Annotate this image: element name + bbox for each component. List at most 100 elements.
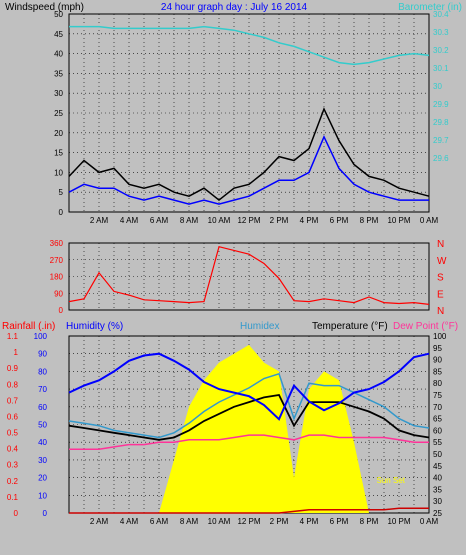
wind-panel-x-tick-label: 4 PM [300, 216, 319, 225]
temp-panel-x-tick-label: 4 AM [120, 517, 139, 526]
rainfall-tick-label: 0.7 [7, 396, 19, 405]
rainfall-tick-label: 1 [14, 348, 19, 357]
temp-panel-x-tick-label: 10 AM [208, 517, 231, 526]
humidity-tick-label: 90 [38, 350, 47, 359]
barometer-tick-label: 29.8 [433, 118, 449, 127]
direction-compass-label: N [437, 239, 444, 250]
windspeed-tick-label: 0 [59, 208, 64, 217]
barometer-tick-label: 29.9 [433, 100, 449, 109]
wind-panel-x-tick-label: 10 PM [387, 216, 410, 225]
temperature-tick-label: 40 [433, 474, 442, 483]
windspeed-axis-title: Windspeed (mph) [5, 2, 84, 13]
wind-panel-x-tick-label: 10 AM [208, 216, 231, 225]
wind-panel-x-tick-label: 6 AM [150, 216, 169, 225]
temperature-tick-label: 70 [433, 403, 442, 412]
direction-tick-label: 270 [50, 256, 64, 265]
dewpoint-axis-title: Dew Point (°F) [393, 321, 458, 332]
rainfall-tick-label: 1.1 [7, 332, 19, 341]
wind-panel-x-tick-label: 0 AM [420, 216, 439, 225]
temp-panel-x-tick-label: 2 AM [90, 517, 109, 526]
wind-panel-x-tick-label: 12 PM [237, 216, 260, 225]
rainfall-tick-label: 0.6 [7, 412, 19, 421]
direction-tick-label: 90 [54, 289, 63, 298]
windspeed-tick-label: 20 [54, 129, 63, 138]
humidity-tick-label: 50 [38, 421, 47, 430]
humidity-tick-label: 0 [43, 509, 48, 518]
direction-tick-label: 0 [59, 306, 64, 315]
temperature-tick-label: 25 [433, 509, 442, 518]
temp-panel-x-tick-label: 8 PM [360, 517, 379, 526]
temp-panel-x-tick-label: 12 PM [237, 517, 260, 526]
chart-title: 24 hour graph day : July 16 2014 [161, 2, 308, 13]
barometer-tick-label: 30.3 [433, 28, 449, 37]
wind-direction-line [68, 245, 430, 305]
temperature-axis-title: Temperature (°F) [312, 321, 388, 332]
temp-panel-x-tick-label: 0 AM [420, 517, 439, 526]
wind-panel-x-tick-label: 6 PM [330, 216, 349, 225]
humidity-tick-label: 10 [38, 491, 47, 500]
temp-panel-x-tick-label: 2 PM [270, 517, 289, 526]
windspeed-tick-label: 50 [54, 10, 63, 19]
humidity-line [68, 352, 430, 421]
rainfall-tick-label: 0 [14, 509, 19, 518]
windspeed-tick-label: 15 [54, 149, 63, 158]
rainfall-axis-title: Rainfall (.in) [2, 321, 55, 332]
humidity-tick-label: 70 [38, 385, 47, 394]
temperature-tick-label: 95 [433, 344, 442, 353]
temp-panel-x-tick-label: 8 AM [180, 517, 199, 526]
direction-tick-label: 180 [50, 273, 64, 282]
direction-tick-label: 360 [50, 239, 64, 248]
barometer-axis-title: Barometer (in) [398, 2, 462, 13]
temperature-tick-label: 50 [433, 450, 442, 459]
barometer-tick-label: 30 [433, 82, 442, 91]
windspeed-tick-label: 30 [54, 89, 63, 98]
temperature-tick-label: 45 [433, 462, 442, 471]
barometer-tick-label: 30.2 [433, 46, 449, 55]
temp-panel-x-tick-label: 4 PM [300, 517, 319, 526]
temperature-tick-label: 80 [433, 379, 442, 388]
rainfall-tick-label: 0.9 [7, 364, 19, 373]
wind-panel-x-tick-label: 4 AM [120, 216, 139, 225]
sunrise-label: Sun Rise [170, 476, 203, 485]
humidity-tick-label: 40 [38, 438, 47, 447]
humidity-tick-label: 80 [38, 367, 47, 376]
barometer-line [69, 25, 430, 66]
temperature-tick-label: 30 [433, 497, 442, 506]
humidex-line [68, 372, 430, 439]
windspeed-tick-label: 45 [54, 30, 63, 39]
rainfall-tick-label: 0.8 [7, 380, 19, 389]
humidity-axis-title: Humidity (%) [66, 321, 123, 332]
wind-speed-line [68, 134, 429, 205]
temperature-tick-label: 60 [433, 426, 442, 435]
wind-panel-x-tick-label: 2 AM [90, 216, 109, 225]
direction-compass-label: N [437, 306, 444, 317]
rainfall-tick-label: 0.2 [7, 477, 19, 486]
windspeed-tick-label: 35 [54, 69, 63, 78]
rainfall-tick-label: 0.1 [7, 493, 19, 502]
barometer-tick-label: 29.6 [433, 154, 449, 163]
barometer-tick-label: 30.1 [433, 64, 449, 73]
temperature-tick-label: 85 [433, 367, 442, 376]
temperature-tick-label: 65 [433, 415, 442, 424]
humidity-tick-label: 100 [34, 332, 48, 341]
humidex-axis-title: Humidex [240, 321, 279, 332]
temperature-tick-label: 90 [433, 356, 442, 365]
rainfall-tick-label: 0.5 [7, 429, 19, 438]
temperature-tick-label: 55 [433, 438, 442, 447]
windspeed-tick-label: 5 [59, 188, 64, 197]
wind-panel-x-tick-label: 8 AM [180, 216, 199, 225]
wind-panel-x-tick-label: 2 PM [270, 216, 289, 225]
temp-panel-x-tick-label: 6 AM [150, 517, 169, 526]
windspeed-tick-label: 25 [54, 109, 63, 118]
rainfall-tick-label: 0.3 [7, 461, 19, 470]
wind-gust-line [68, 107, 430, 202]
rainfall-tick-label: 0.4 [7, 445, 19, 454]
sunset-label: Sun Set [377, 476, 406, 485]
rainfall-line [69, 507, 429, 514]
windspeed-tick-label: 10 [54, 168, 63, 177]
solar-area [69, 344, 429, 513]
direction-compass-label: S [437, 273, 444, 284]
temperature-line [68, 394, 430, 441]
